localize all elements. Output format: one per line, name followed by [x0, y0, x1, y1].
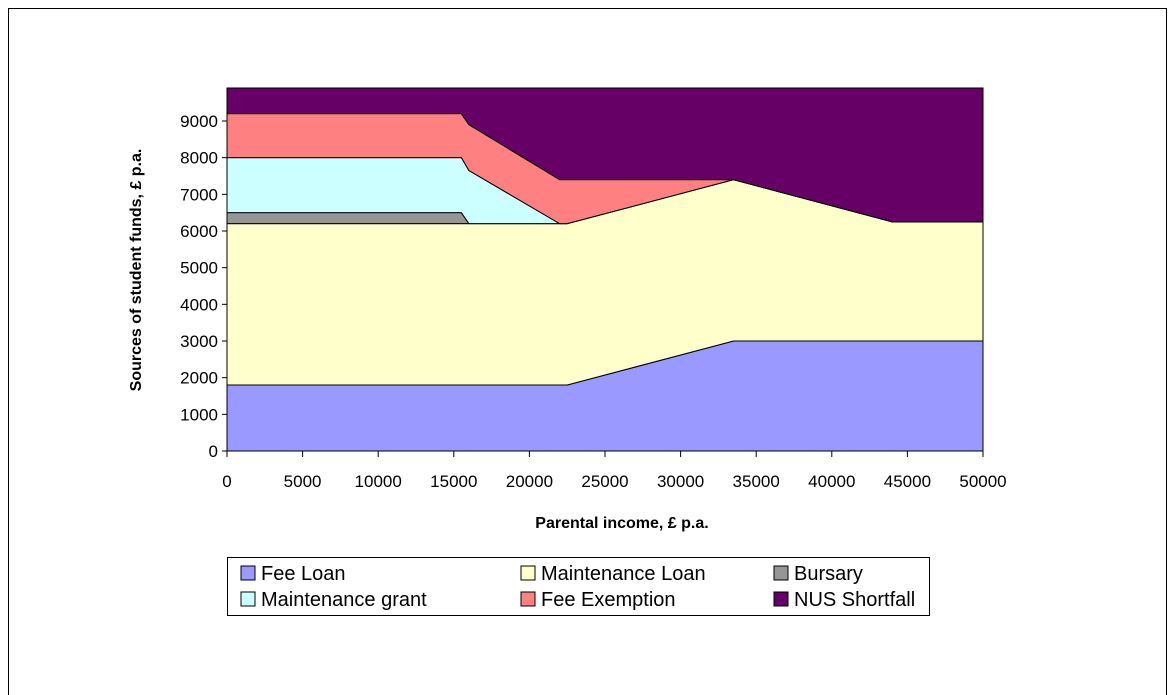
y-tick-label: 4000: [180, 295, 218, 314]
x-tick-label: 15000: [430, 472, 477, 491]
x-tick-label: 50000: [959, 472, 1006, 491]
legend: Fee Loan Maintenance Loan Bursary Maintenan…: [227, 557, 930, 616]
x-tick-label: 45000: [884, 472, 931, 491]
y-tick-label: 6000: [180, 222, 218, 241]
x-tick-label: 5000: [284, 472, 322, 491]
legend-frame: [227, 557, 930, 616]
x-tick-label: 35000: [733, 472, 780, 491]
legend-label: Fee Exemption: [541, 589, 676, 611]
x-axis-label: Parental income, £ p.a.: [535, 515, 708, 532]
y-tick-label: 0: [209, 442, 218, 461]
legend-label: Maintenance grant: [261, 589, 427, 611]
legend-swatch: [520, 565, 536, 581]
x-tick-label: 30000: [657, 472, 704, 491]
x-tick-label: 10000: [355, 472, 402, 491]
x-tick-label: 0: [222, 472, 231, 491]
legend-label: Fee Loan: [261, 563, 346, 585]
legend-swatch: [773, 591, 789, 607]
y-tick-label: 9000: [180, 112, 218, 131]
y-tick-label: 1000: [180, 405, 218, 424]
legend-swatch: [520, 591, 536, 607]
x-tick-label: 40000: [808, 472, 855, 491]
y-axis-label: Sources of student funds, £ p.a.: [128, 149, 145, 392]
legend-swatch: [240, 565, 256, 581]
y-tick-label: 7000: [180, 185, 218, 204]
legend-swatch: [240, 591, 256, 607]
legend-label: Maintenance Loan: [541, 563, 706, 585]
chart-frame: [8, 8, 1167, 695]
y-tick-label: 5000: [180, 259, 218, 278]
legend-label: Bursary: [794, 563, 863, 585]
legend-label: NUS Shortfall: [794, 589, 915, 611]
legend-swatch: [773, 565, 789, 581]
y-tick-label: 8000: [180, 149, 218, 168]
x-tick-label: 20000: [506, 472, 553, 491]
y-tick-label: 3000: [180, 332, 218, 351]
x-tick-label: 25000: [581, 472, 628, 491]
y-tick-label: 2000: [180, 369, 218, 388]
